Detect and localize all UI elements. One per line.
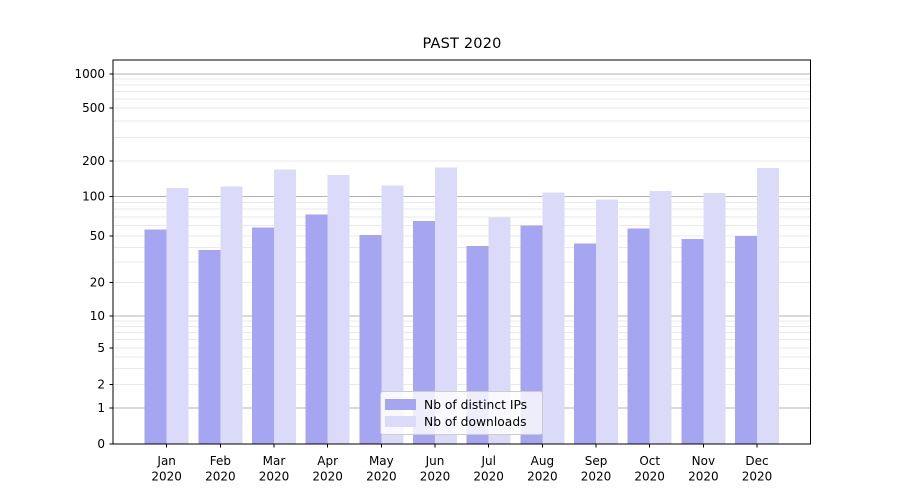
- y-tick-label: 2: [97, 378, 105, 392]
- legend-swatch-distinct-ips: [385, 399, 416, 410]
- x-tick-label-month: Nov: [692, 454, 715, 468]
- bar-downloads-may: [381, 185, 404, 445]
- y-tick-label: 20: [90, 276, 105, 290]
- x-tick-label-year: 2020: [366, 470, 397, 484]
- legend-row-distinct-ips: Nb of distinct IPs: [385, 396, 537, 413]
- x-tick-label-year: 2020: [151, 470, 182, 484]
- bar-downloads-nov: [703, 193, 726, 444]
- x-tick-label-month: Jul: [480, 454, 495, 468]
- bar-ips-feb: [198, 249, 221, 444]
- bar-downloads-mar: [274, 169, 297, 444]
- legend-row-downloads: Nb of downloads: [385, 413, 537, 430]
- x-tick-label-year: 2020: [581, 470, 612, 484]
- bar-ips-apr: [305, 214, 328, 444]
- x-tick-label-month: Sep: [585, 454, 608, 468]
- bar-downloads-jun: [435, 167, 458, 444]
- bar-ips-dec: [735, 236, 758, 444]
- plot-border: [112, 59, 812, 445]
- x-tick-label-month: Apr: [317, 454, 338, 468]
- bar-downloads-apr: [327, 175, 350, 444]
- x-tick-label-month: Jan: [156, 454, 176, 468]
- legend-swatch-downloads: [385, 416, 416, 427]
- x-tick-label-month: Feb: [210, 454, 231, 468]
- y-tick-label: 1000: [74, 67, 105, 81]
- bar-downloads-dec: [757, 167, 780, 444]
- legend-label-distinct-ips: Nb of distinct IPs: [424, 397, 528, 412]
- bar-ips-jan: [144, 229, 167, 444]
- bar-downloads-sep: [596, 199, 619, 444]
- x-tick-label-month: Oct: [639, 454, 660, 468]
- x-tick-label-month: Aug: [531, 454, 554, 468]
- bar-ips-may: [359, 234, 382, 444]
- bar-downloads-jul: [488, 217, 511, 444]
- x-tick-label-year: 2020: [259, 470, 290, 484]
- y-tick-label: 100: [82, 190, 105, 204]
- x-tick-label-year: 2020: [742, 470, 773, 484]
- x-tick-label-year: 2020: [205, 470, 236, 484]
- bar-downloads-oct: [649, 191, 672, 444]
- legend-box: Nb of distinct IPs Nb of downloads: [380, 391, 543, 435]
- bar-ips-oct: [627, 228, 650, 444]
- bar-ips-sep: [574, 243, 597, 444]
- x-tick-label-month: Mar: [263, 454, 286, 468]
- x-tick-label-year: 2020: [527, 470, 558, 484]
- x-tick-label-year: 2020: [688, 470, 719, 484]
- bar-ips-aug: [520, 225, 543, 444]
- y-tick-label: 200: [82, 154, 105, 168]
- x-tick-label-month: Dec: [745, 454, 768, 468]
- bar-downloads-jan: [166, 188, 189, 444]
- x-tick-label-month: Jun: [425, 454, 445, 468]
- y-tick-label: 500: [82, 101, 105, 115]
- x-tick-label-year: 2020: [420, 470, 451, 484]
- x-tick-label-month: May: [369, 454, 394, 468]
- bar-ips-mar: [252, 227, 275, 444]
- y-tick-label: 50: [90, 229, 105, 243]
- x-tick-label-year: 2020: [473, 470, 504, 484]
- chart-title: PAST 2020: [422, 36, 502, 52]
- x-tick-label-year: 2020: [634, 470, 665, 484]
- legend-label-downloads: Nb of downloads: [424, 414, 527, 429]
- y-tick-label: 0: [97, 437, 105, 451]
- x-tick-label-year: 2020: [312, 470, 343, 484]
- bar-downloads-aug: [542, 192, 565, 444]
- y-tick-label: 10: [90, 309, 105, 323]
- y-tick-label: 5: [97, 341, 105, 355]
- bar-ips-jun: [413, 221, 436, 444]
- y-tick-label: 1: [97, 401, 105, 415]
- bar-downloads-feb: [220, 186, 243, 444]
- bar-ips-nov: [681, 239, 704, 444]
